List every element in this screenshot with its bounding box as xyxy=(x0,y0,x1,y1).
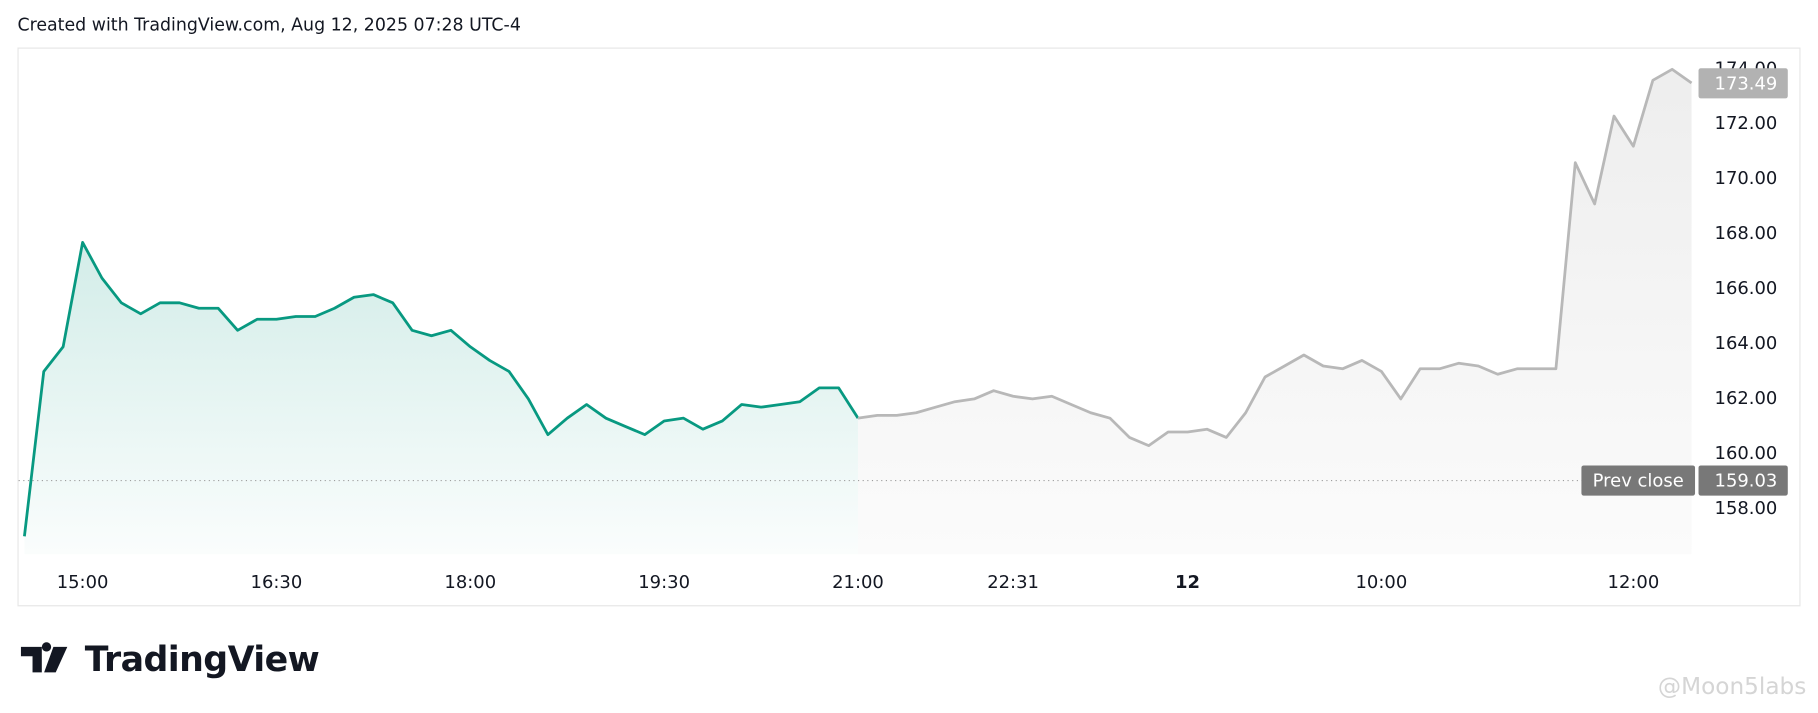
x-tick-label: 21:00 xyxy=(832,572,884,593)
prev-close-badge xyxy=(1698,465,1788,496)
prev-close-name-badge xyxy=(1581,465,1696,496)
price-line xyxy=(857,67,1693,448)
x-tick-label: 22:31 xyxy=(987,572,1039,593)
prev-close-label: 159.03 xyxy=(1715,471,1778,492)
y-tick-label: 168.00 xyxy=(1715,223,1778,244)
area-fill xyxy=(857,69,1692,555)
watermark: @Moon5labs xyxy=(1658,673,1806,700)
last-price-badge xyxy=(1698,68,1788,99)
y-tick-label: 164.00 xyxy=(1715,333,1778,354)
y-tick-label: 162.00 xyxy=(1715,388,1778,409)
y-tick-label: 172.00 xyxy=(1715,113,1778,134)
branding: TradingView xyxy=(20,640,320,680)
x-tick-label: 12:00 xyxy=(1608,572,1660,593)
y-tick-label: 160.00 xyxy=(1715,443,1778,464)
x-tick-label: 19:30 xyxy=(638,572,690,593)
y-tick-label: 170.00 xyxy=(1715,168,1778,189)
plot: 15:00 16:30 18:00 19:30 21:00 22:31 12 10:00 12:… xyxy=(18,58,1788,593)
last-price-label: 173.49 xyxy=(1715,73,1778,94)
area-fill xyxy=(24,242,858,555)
y-tick-label: 158.00 xyxy=(1715,498,1778,519)
chart-title: Created with TradingView.com, Aug 12, 20… xyxy=(17,16,520,36)
brand-name: TradingView xyxy=(85,640,319,680)
x-tick-label: 18:00 xyxy=(444,572,496,593)
x-tick-label: 12 xyxy=(1175,572,1200,593)
x-tick-label: 15:00 xyxy=(57,572,109,593)
plot-frame xyxy=(17,47,1801,607)
x-tick-label: 10:00 xyxy=(1356,572,1408,593)
logo-icon xyxy=(20,642,68,673)
price-line xyxy=(23,241,860,537)
x-tick-label: 16:30 xyxy=(251,572,303,593)
prev-close-name: Prev close xyxy=(1593,471,1684,492)
y-tick-label: 166.00 xyxy=(1715,278,1778,299)
